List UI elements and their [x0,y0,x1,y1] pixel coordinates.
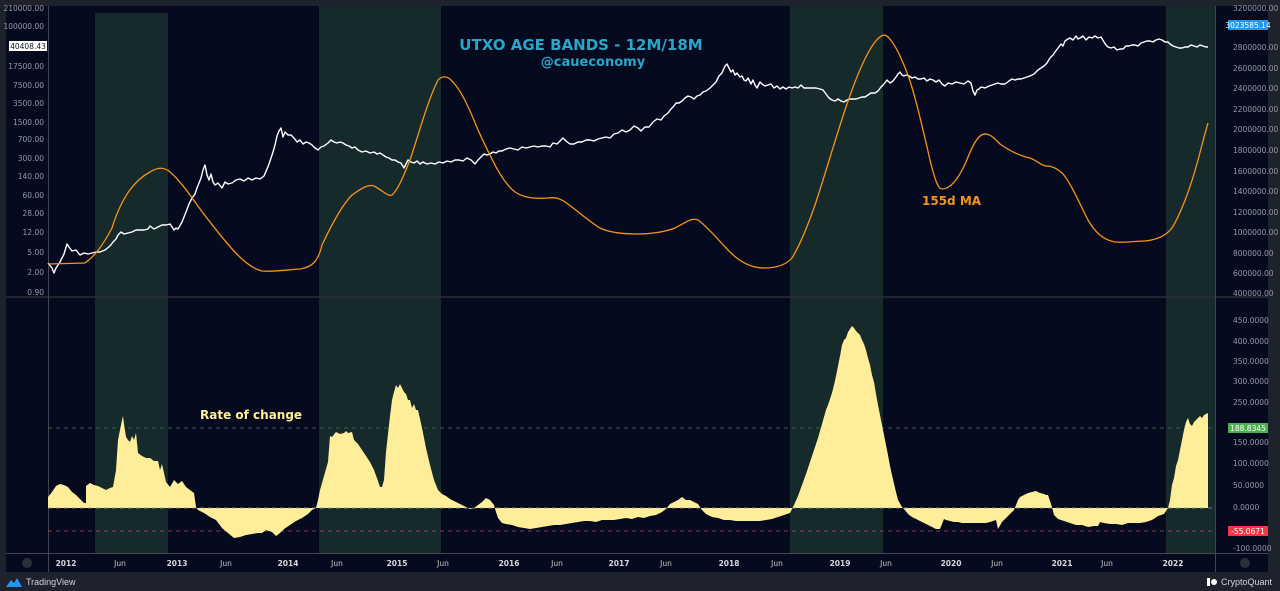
x-tick: 2012 [56,559,77,568]
chart-subtitle: @caueconomy [541,55,646,70]
roc-tick: 450.0000 [1233,316,1269,325]
utxo-badge-label: 3023585.14 [1225,21,1271,30]
left-tick: 28.00 [23,209,45,218]
right-tick: 3200000.00 [1233,4,1279,13]
roc-tick: 0.0000 [1233,503,1259,512]
auto-scale-button[interactable] [1240,558,1250,568]
right-tick: 2200000.00 [1233,105,1279,114]
roc-annotation: Rate of change [200,408,302,422]
left-tick: 12.00 [23,228,45,237]
x-tick: 2022 [1163,559,1184,568]
x-tick: Jun [330,559,343,568]
x-tick: 2014 [278,559,299,568]
x-tick: 2016 [499,559,520,568]
x-tick: 2017 [609,559,630,568]
right-tick: 2000000.00 [1233,125,1279,134]
btc-price-line [47,35,1208,274]
right-utxo-axis[interactable]: 3200000.00 2800000.00 2600000.00 2400000… [1233,4,1279,298]
left-tick: 17500.00 [8,62,44,71]
left-tick: 2.00 [27,268,44,277]
roc-tick: 100.0000 [1233,459,1269,468]
x-tick: 2020 [941,559,962,568]
roc-tick: 50.0000 [1233,481,1264,490]
x-tick: Jun [113,559,126,568]
left-tick: 1500.00 [13,118,44,127]
roc-tick: 150.0000 [1233,438,1269,447]
tradingview-brand[interactable]: TradingView [6,574,76,590]
x-tick: Jun [436,559,449,568]
roc-upper-badge [1228,423,1268,433]
right-tick: 600000.00 [1233,269,1274,278]
cryptoquant-brand[interactable]: CryptoQuant [1206,574,1272,590]
ma-155d-line [47,34,1209,272]
x-tick: Jun [879,559,892,568]
x-tick: Jun [659,559,672,568]
ma-annotation: 155d MA [922,194,982,208]
price-badge [9,41,47,51]
left-tick: 100000.00 [3,22,44,31]
x-tick: Jun [219,559,232,568]
roc-tick: -100.0000 [1233,544,1272,553]
x-tick: 2018 [719,559,740,568]
bull-period-bands [95,6,1215,553]
cryptoquant-label: CryptoQuant [1220,577,1272,587]
roc-tick: 250.0000 [1233,398,1269,407]
roc-lower-badge [1228,526,1268,536]
left-tick: 60.00 [23,191,45,200]
left-tick: 0.90 [27,288,44,297]
roc-tick: 400.0000 [1233,337,1269,346]
right-tick: 1200000.00 [1233,208,1279,217]
timezone-button[interactable] [22,558,32,568]
x-tick: 2013 [167,559,188,568]
cryptoquant-logo-icon [1206,578,1217,586]
right-tick: 1000000.00 [1233,228,1279,237]
utxo-badge [1228,20,1268,30]
right-tick: 1800000.00 [1233,146,1279,155]
left-tick: 700.00 [18,135,44,144]
left-price-axis[interactable]: 210000.00 100000.00 17500.00 7500.00 350… [3,4,44,297]
roc-upper-badge-label: 188.8345 [1230,424,1266,433]
right-tick: 2800000.00 [1233,43,1279,52]
rate-of-change-area [48,326,1208,538]
x-tick: 2015 [387,559,408,568]
chart-frame [6,6,1268,572]
left-tick: 210000.00 [3,4,44,13]
tradingview-label: TradingView [26,577,76,587]
x-tick: 2019 [830,559,851,568]
time-axis[interactable]: 2012 Jun 2013 Jun 2014 Jun 2015 Jun 2016… [22,558,1250,568]
right-tick: 1600000.00 [1233,167,1279,176]
left-tick: 3500.00 [13,99,44,108]
x-tick: Jun [550,559,563,568]
roc-lower-badge-label: -55.0671 [1231,527,1265,536]
left-tick: 140.00 [18,172,44,181]
right-roc-axis[interactable]: 450.0000 400.0000 350.0000 300.0000 250.… [1233,316,1272,553]
roc-tick: 350.0000 [1233,357,1269,366]
x-tick: Jun [1100,559,1113,568]
tradingview-logo-icon [6,578,22,587]
right-tick: 1400000.00 [1233,187,1279,196]
roc-tick: 300.0000 [1233,377,1269,386]
left-tick: 5.00 [27,248,44,257]
price-badge-label: 40408.43 [10,42,46,51]
right-tick: 800000.00 [1233,249,1274,258]
right-tick: 2400000.00 [1233,84,1279,93]
left-tick: 7500.00 [13,81,44,90]
right-tick: 2600000.00 [1233,64,1279,73]
right-tick: 400000.00 [1233,289,1274,298]
x-tick: Jun [770,559,783,568]
x-tick: Jun [990,559,1003,568]
chart-title: UTXO AGE BANDS - 12M/18M [459,36,702,54]
x-tick: 2021 [1052,559,1073,568]
left-tick: 300.00 [18,154,44,163]
